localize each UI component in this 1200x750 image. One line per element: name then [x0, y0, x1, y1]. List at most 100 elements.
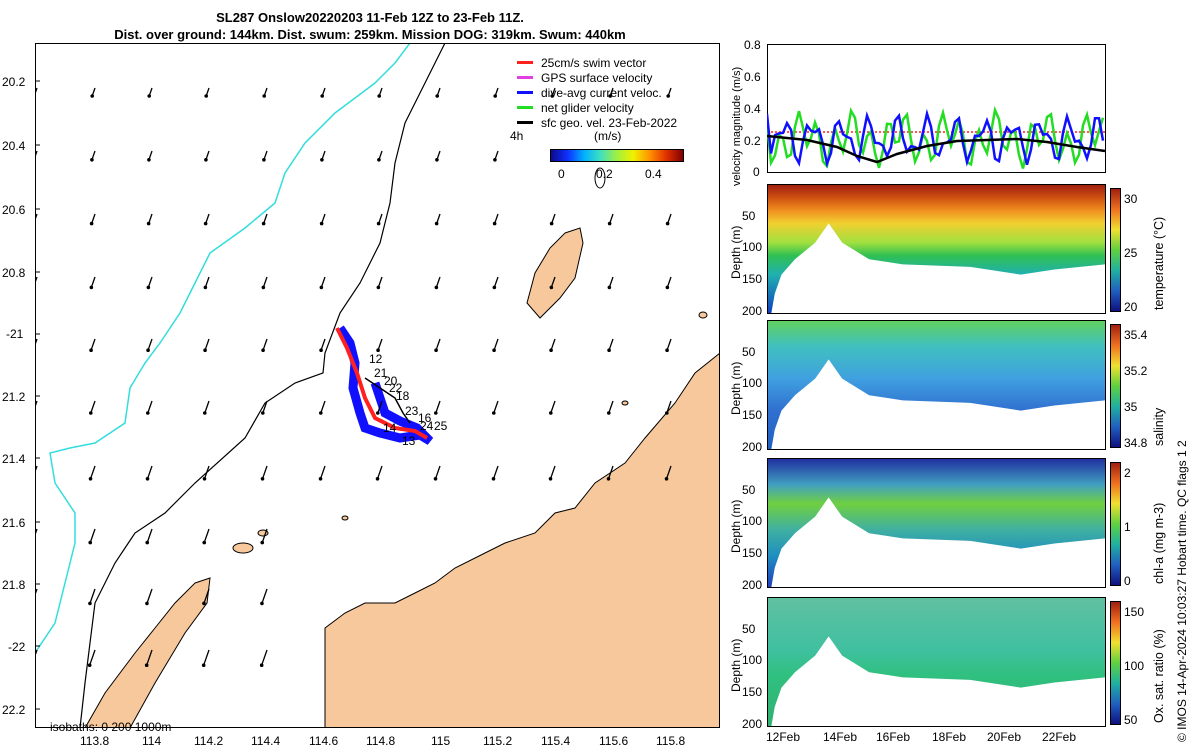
- velocity-vector: [90, 400, 96, 414]
- vector-head: [202, 540, 207, 545]
- vector-head: [89, 285, 94, 290]
- depth-tick: 50: [742, 622, 756, 636]
- island-sw: [84, 577, 211, 728]
- panel-colorbar: [1110, 601, 1121, 725]
- vector-head: [607, 348, 611, 353]
- vector-head: [550, 94, 554, 98]
- mainland-land: [324, 352, 720, 728]
- vector-head: [665, 221, 670, 226]
- lon-tick: 114.2: [194, 734, 224, 748]
- vector-head: [203, 285, 208, 290]
- vector-head: [492, 411, 496, 415]
- vector-head: [435, 94, 440, 98]
- depth-tick: 50: [742, 209, 756, 223]
- vector-head: [377, 94, 382, 98]
- vel-ytick: 0: [753, 165, 760, 179]
- vector-head: [434, 411, 438, 415]
- colorbar-label: Ox. sat. ratio (%): [1152, 629, 1166, 723]
- lat-tick: 21.2: [2, 390, 26, 404]
- vector-head: [204, 94, 208, 98]
- day-label: 21: [374, 366, 388, 380]
- velocity-vector: [320, 276, 326, 288]
- colorbar-tick: 0.4: [645, 167, 662, 181]
- section-image: [767, 458, 1106, 588]
- velocity-vector: [203, 588, 210, 604]
- vector-head: [89, 221, 94, 226]
- depth-tick: 200: [742, 304, 763, 318]
- vector-head: [375, 477, 380, 481]
- velocity-vector: [90, 276, 96, 288]
- depth-tick: 100: [742, 240, 763, 254]
- vector-head: [259, 663, 264, 667]
- vector-head: [261, 348, 265, 353]
- vector-head: [90, 158, 94, 162]
- colorbar-tick: 150: [1124, 605, 1145, 619]
- vector-head: [203, 348, 207, 353]
- lat-tick: 21.4: [2, 452, 26, 466]
- velocity-vector: [203, 649, 210, 666]
- colorbar-tick: 0: [1124, 574, 1131, 588]
- velocity-vectors: [35, 87, 672, 667]
- date-tick: 20Feb: [987, 730, 1022, 744]
- vector-head: [665, 411, 669, 415]
- day-label: 14: [383, 421, 397, 435]
- colorbar-label: salinity: [1152, 407, 1166, 446]
- velocity-vector: [147, 338, 153, 351]
- vector-head: [377, 158, 381, 162]
- map-legend: 25cm/s swim vector GPS surface velocity …: [517, 55, 677, 130]
- vector-head: [319, 221, 324, 226]
- velocity-vector: [35, 649, 38, 658]
- depth-tick: 200: [742, 717, 763, 731]
- lon-tick: 113.8: [80, 734, 110, 748]
- vector-head: [376, 221, 381, 226]
- colorbar-tick: 35.2: [1124, 364, 1148, 378]
- velocity-vector: [146, 649, 153, 666]
- vector-head: [202, 477, 207, 481]
- depth-label: Depth (m): [729, 499, 743, 553]
- lon-tick: 114.6: [309, 734, 339, 748]
- vector-head: [434, 285, 439, 290]
- vector-head: [147, 94, 151, 98]
- vector-head: [664, 477, 669, 481]
- velocity-vector: [550, 400, 556, 414]
- vector-head: [607, 285, 612, 290]
- legend-item: net glider velocity: [517, 100, 677, 115]
- vector-head: [319, 411, 323, 415]
- depth-tick: 100: [742, 653, 763, 667]
- velocity-vector: [377, 276, 383, 288]
- depth-tick: 100: [742, 514, 763, 528]
- colorbar-label: (m/s): [594, 129, 622, 143]
- velocity-vector: [35, 588, 38, 597]
- colorbar-tick: 100: [1124, 659, 1145, 673]
- vector-head: [203, 221, 208, 226]
- lat-tick: 20.6: [2, 203, 26, 217]
- lon-tick: 115.2: [483, 734, 513, 748]
- legend-item: 25cm/s swim vector: [517, 55, 677, 70]
- vel-ytick: 0.8: [744, 38, 761, 52]
- velocity-vector: [89, 649, 96, 666]
- velocity-vector: [320, 400, 326, 414]
- colorbar-label: temperature (°C): [1152, 216, 1166, 310]
- title-line2: Dist. over ground: 144km. Dist. swum: 25…: [114, 27, 626, 42]
- velocity-vector: [319, 465, 326, 480]
- velocity-vector: [203, 465, 210, 480]
- title-line1: SL287 Onslow20220203 11-Feb 12Z to 23-Fe…: [216, 10, 524, 25]
- vector-head: [434, 348, 438, 353]
- colorbar-tick: 35: [1124, 400, 1138, 414]
- velocity-vector: [147, 276, 153, 288]
- depth-tick: 200: [742, 440, 763, 454]
- colorbar-tick: 50: [1124, 713, 1138, 727]
- vector-head: [549, 221, 554, 226]
- vector-head: [549, 348, 553, 353]
- date-tick: 16Feb: [876, 730, 911, 744]
- velocity-vector: [377, 338, 383, 351]
- day-label: 22: [389, 381, 403, 395]
- vector-head: [665, 285, 670, 290]
- isobath-note: isobaths: 0 200 1000m: [50, 720, 172, 734]
- small-island: [698, 311, 708, 319]
- vector-head: [376, 285, 381, 290]
- day-label: 23: [405, 404, 419, 418]
- glider-track-black: [364, 377, 411, 424]
- velocity-vector: [608, 338, 614, 351]
- island-north: [526, 227, 584, 319]
